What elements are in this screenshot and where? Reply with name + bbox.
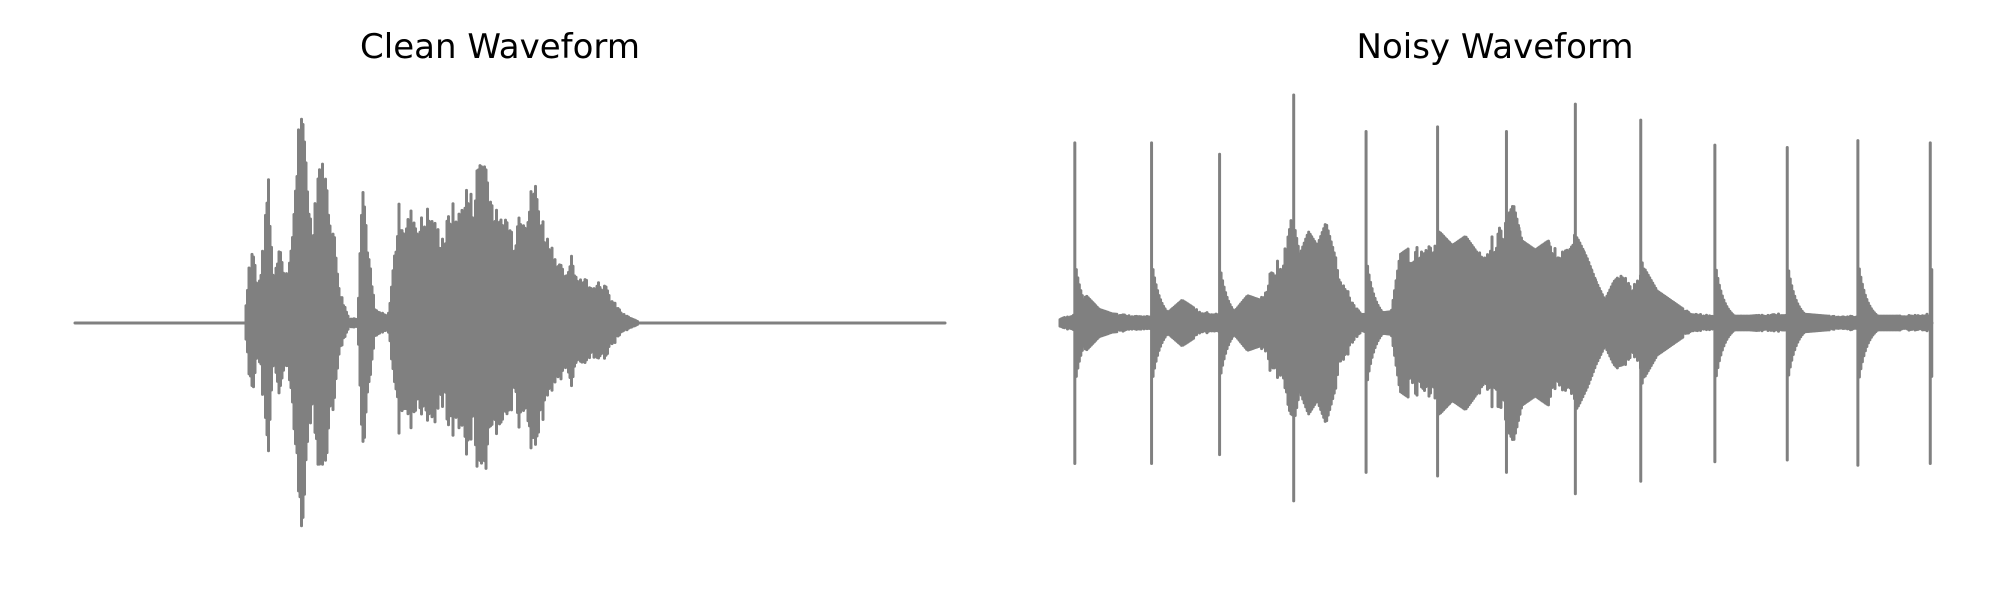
noisy-waveform-title: Noisy Waveform <box>1357 27 1634 67</box>
clean-waveform-title: Clean Waveform <box>360 27 640 67</box>
noisy-waveform-plot <box>1058 93 1934 503</box>
clean-waveform-plot <box>73 117 947 528</box>
noisy-waveform-panel: Noisy Waveform <box>1058 27 1934 503</box>
clean-waveform-panel: Clean Waveform <box>73 27 947 528</box>
